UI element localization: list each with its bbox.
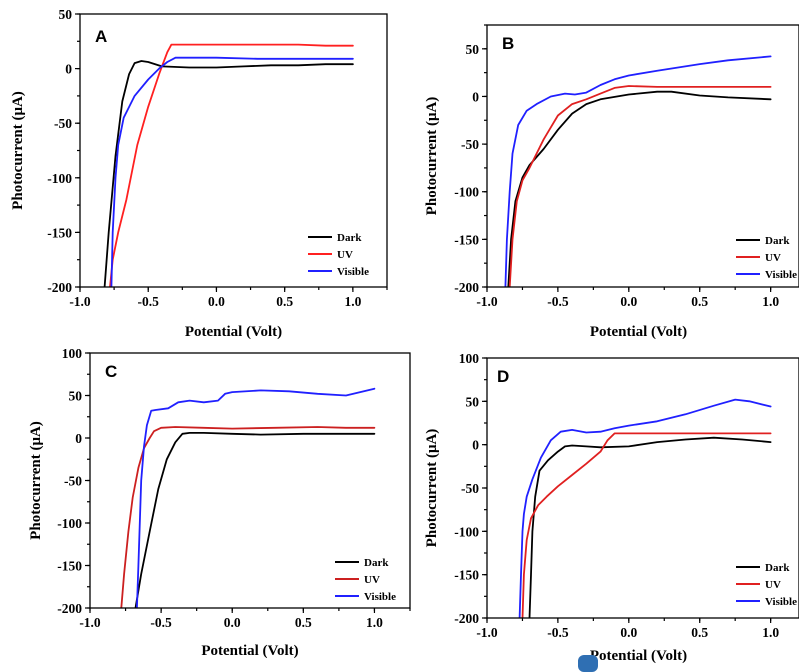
y-tick-label: -200: [47, 280, 72, 295]
series-line-dark: [528, 436, 772, 618]
x-tick-label: -0.5: [150, 615, 172, 630]
y-tick-label: 100: [62, 346, 83, 361]
y-tick-label: -100: [454, 524, 479, 539]
y-tick-label: 0: [65, 62, 72, 77]
panel-b: -1.0 -0.5 0.0 0.5 1.0 -200 -150 -100 -50 0 50 B Pote…: [424, 24, 799, 340]
y-tick-label: -50: [54, 116, 72, 131]
y-tick-label: -100: [57, 516, 82, 531]
panel-letter: D: [497, 367, 509, 386]
y-tick-label: 50: [466, 394, 480, 409]
legend-label: Dark: [337, 232, 362, 244]
x-tick-label: 0.0: [620, 294, 637, 309]
x-tick-label: 0.0: [224, 615, 241, 630]
legend-label: Dark: [364, 557, 389, 569]
plot-frame: [486, 357, 799, 619]
x-axis-title: Potential (Volt): [201, 643, 298, 659]
legend-label: Visible: [364, 591, 396, 603]
y-axis-title: Photocurrent (μA): [424, 97, 440, 216]
x-tick-label: 0.5: [691, 294, 708, 309]
panel-letter: B: [502, 34, 514, 53]
y-tick-label: -200: [57, 601, 82, 616]
y-tick-label: 50: [466, 42, 480, 57]
x-tick-label: 1.0: [366, 615, 383, 630]
plot-frame: [486, 24, 799, 288]
legend-label: UV: [337, 249, 353, 261]
legend-label: Visible: [765, 596, 797, 608]
y-axis-title: Photocurrent (μA): [28, 421, 44, 540]
series-line-uv: [120, 426, 376, 608]
y-tick-label: -150: [47, 225, 72, 240]
y-tick-label: -200: [454, 280, 479, 295]
x-tick-label: -0.5: [547, 625, 569, 640]
x-tick-label: 0.5: [691, 625, 708, 640]
x-tick-label: 1.0: [344, 294, 361, 309]
x-tick-label: 0.0: [208, 294, 225, 309]
series-line-uv: [109, 43, 354, 287]
y-tick-label: -200: [454, 611, 479, 626]
y-axis-title: Photocurrent (μA): [10, 91, 26, 210]
x-tick-label: -0.5: [138, 294, 160, 309]
series-line-visible: [110, 56, 354, 287]
series-line-visible: [504, 55, 772, 287]
y-tick-label: 0: [75, 431, 82, 446]
x-axis-title: Potential (Volt): [590, 324, 687, 340]
series-line-visible: [518, 398, 772, 618]
series-line-dark: [103, 60, 354, 287]
x-tick-label: -1.0: [69, 294, 91, 309]
x-tick-label: -0.5: [547, 294, 569, 309]
y-tick-label: 50: [59, 7, 73, 22]
x-tick-label: -1.0: [476, 294, 498, 309]
y-tick-label: 50: [69, 389, 83, 404]
y-tick-label: -100: [47, 171, 72, 186]
y-tick-label: 0: [472, 438, 479, 453]
series-line-dark: [507, 90, 772, 287]
y-tick-label: -100: [454, 185, 479, 200]
y-tick-label: -150: [454, 232, 479, 247]
panel-c: -1.0 -0.5 0.0 0.5 1.0 -200 -150 -100 -50 0 50 100 C P…: [28, 346, 411, 659]
cursor-marker-icon: [578, 655, 598, 672]
x-tick-label: 0.0: [620, 625, 637, 640]
x-tick-label: -1.0: [476, 625, 498, 640]
panel-d: -1.0 -0.5 0.0 0.5 1.0 -200 -150 -100 -50 0 50 100 D P…: [424, 351, 799, 664]
panel-letter: C: [105, 362, 117, 381]
y-tick-label: 100: [459, 351, 480, 366]
legend-label: Dark: [765, 562, 790, 574]
y-tick-label: 0: [472, 89, 479, 104]
legend-label: UV: [765, 252, 781, 264]
series-line-uv: [508, 85, 772, 287]
x-tick-label: -1.0: [79, 615, 101, 630]
y-axis-title: Photocurrent (μA): [424, 429, 440, 548]
plot-frame: [79, 13, 388, 288]
y-tick-label: -150: [454, 568, 479, 583]
panel-letter: A: [95, 27, 107, 46]
x-tick-label: 1.0: [762, 625, 779, 640]
y-tick-label: -50: [461, 481, 479, 496]
x-tick-label: 0.5: [276, 294, 293, 309]
y-tick-label: -150: [57, 559, 82, 574]
series-line-dark: [134, 432, 376, 608]
panel-a: -1.0 -0.5 0.0 0.5 1.0 -200 -150 -100 -50 0 50 A Pote…: [10, 7, 388, 340]
legend-label: UV: [765, 579, 781, 591]
legend-label: Dark: [765, 235, 790, 247]
x-axis-title: Potential (Volt): [590, 648, 687, 664]
y-tick-label: -50: [64, 474, 82, 489]
y-tick-label: -50: [461, 137, 479, 152]
series-line-uv: [521, 432, 772, 618]
x-tick-label: 1.0: [762, 294, 779, 309]
legend-label: Visible: [765, 269, 797, 281]
x-axis-title: Potential (Volt): [185, 324, 282, 340]
legend-label: Visible: [337, 266, 369, 278]
x-tick-label: 0.5: [295, 615, 312, 630]
series-line-visible: [136, 387, 376, 608]
legend-label: UV: [364, 574, 380, 586]
